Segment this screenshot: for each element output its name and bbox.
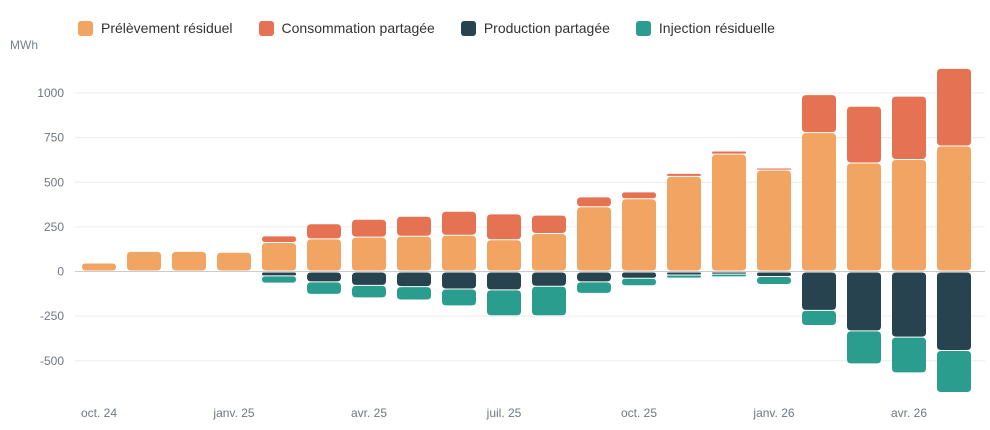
y-tick-label: 500 <box>44 175 64 189</box>
bar-segment-consommation-partag-e[interactable] <box>847 106 881 163</box>
bar-segment-production-partag-e[interactable] <box>352 272 386 285</box>
legend-item-production-partagee[interactable]: Production partagée <box>460 20 610 36</box>
y-tick-label: 750 <box>44 131 64 145</box>
bar-segment-production-partag-e[interactable] <box>802 272 836 310</box>
bar-segment-pr-l-vement-r-siduel[interactable] <box>847 163 881 271</box>
bar-segment-pr-l-vement-r-siduel[interactable] <box>352 237 386 271</box>
bar-segment-pr-l-vement-r-siduel[interactable] <box>487 240 521 271</box>
x-tick-label: oct. 24 <box>81 406 117 420</box>
x-tick-label: janv. 26 <box>752 406 794 420</box>
x-tick-label: juil. 25 <box>486 406 522 420</box>
bar-segment-production-partag-e[interactable] <box>712 272 746 274</box>
chart-legend: Prélèvement résiduel Consommation partag… <box>78 20 775 36</box>
bar-segment-injection-r-siduelle[interactable] <box>892 337 926 373</box>
bar-segment-production-partag-e[interactable] <box>892 272 926 337</box>
bar-segment-injection-r-siduelle[interactable] <box>712 274 746 277</box>
x-tick-label: avr. 25 <box>351 406 387 420</box>
bar-segment-injection-r-siduelle[interactable] <box>352 285 386 298</box>
bar-segment-consommation-partag-e[interactable] <box>712 151 746 154</box>
bar-segment-production-partag-e[interactable] <box>262 272 296 276</box>
bar-segment-pr-l-vement-r-siduel[interactable] <box>532 234 566 271</box>
bar-segment-pr-l-vement-r-siduel[interactable] <box>622 199 656 271</box>
legend-item-injection-residuelle[interactable]: Injection résiduelle <box>635 20 775 36</box>
x-tick-label: janv. 25 <box>212 406 254 420</box>
x-tick-label: avr. 26 <box>891 406 927 420</box>
bar-segment-consommation-partag-e[interactable] <box>397 216 431 236</box>
legend-swatch-icon <box>78 20 93 36</box>
legend-swatch-icon <box>460 20 476 36</box>
bar-segment-injection-r-siduelle[interactable] <box>937 351 971 392</box>
bar-segment-production-partag-e[interactable] <box>667 272 701 275</box>
bar-segment-injection-r-siduelle[interactable] <box>532 286 566 316</box>
bar-segment-production-partag-e[interactable] <box>622 272 656 278</box>
bar-segment-production-partag-e[interactable] <box>487 272 521 290</box>
bar-segment-injection-r-siduelle[interactable] <box>667 275 701 278</box>
legend-label: Injection résiduelle <box>658 20 775 36</box>
bar-segment-injection-r-siduelle[interactable] <box>622 278 656 286</box>
bar-segment-consommation-partag-e[interactable] <box>622 192 656 199</box>
bar-segment-pr-l-vement-r-siduel[interactable] <box>577 207 611 271</box>
bar-segment-pr-l-vement-r-siduel[interactable] <box>667 176 701 271</box>
legend-item-prelevement-residuel[interactable]: Prélèvement résiduel <box>78 20 233 36</box>
bar-segment-production-partag-e[interactable] <box>577 272 611 282</box>
bar-segment-pr-l-vement-r-siduel[interactable] <box>397 236 431 271</box>
bar-segment-production-partag-e[interactable] <box>307 272 341 282</box>
y-tick-label: -250 <box>40 309 64 323</box>
y-tick-label: -500 <box>40 354 64 368</box>
bar-segment-pr-l-vement-r-siduel[interactable] <box>757 170 791 271</box>
bar-segment-injection-r-siduelle[interactable] <box>802 310 836 326</box>
bar-segment-consommation-partag-e[interactable] <box>667 173 701 176</box>
legend-swatch-icon <box>635 20 651 36</box>
bar-segment-production-partag-e[interactable] <box>757 272 791 276</box>
bar-segment-consommation-partag-e[interactable] <box>487 214 521 240</box>
x-tick-label: oct. 25 <box>621 406 657 420</box>
bar-segment-production-partag-e[interactable] <box>847 272 881 331</box>
bar-segment-consommation-partag-e[interactable] <box>937 68 971 146</box>
legend-label: Production partagée <box>483 20 610 36</box>
bar-segment-consommation-partag-e[interactable] <box>757 168 791 170</box>
bar-segment-pr-l-vement-r-siduel[interactable] <box>892 159 926 271</box>
bar-segment-consommation-partag-e[interactable] <box>442 211 476 235</box>
legend-swatch-icon <box>258 20 274 36</box>
bar-segment-pr-l-vement-r-siduel[interactable] <box>442 235 476 271</box>
bar-segment-pr-l-vement-r-siduel[interactable] <box>127 251 161 271</box>
bar-segment-consommation-partag-e[interactable] <box>307 224 341 239</box>
bar-segment-injection-r-siduelle[interactable] <box>442 289 476 306</box>
bar-segment-pr-l-vement-r-siduel[interactable] <box>262 242 296 271</box>
bar-segment-pr-l-vement-r-siduel[interactable] <box>172 251 206 271</box>
bar-segment-production-partag-e[interactable] <box>532 272 566 286</box>
bar-segment-consommation-partag-e[interactable] <box>577 197 611 207</box>
legend-item-consommation-partagee[interactable]: Consommation partagée <box>258 20 435 36</box>
bar-segment-consommation-partag-e[interactable] <box>532 215 566 234</box>
legend-label: Prélèvement résiduel <box>101 20 233 36</box>
bar-segment-pr-l-vement-r-siduel[interactable] <box>217 252 251 271</box>
bar-segment-consommation-partag-e[interactable] <box>802 95 836 133</box>
bar-segment-pr-l-vement-r-siduel[interactable] <box>82 263 116 271</box>
bar-segment-pr-l-vement-r-siduel[interactable] <box>937 146 971 271</box>
bar-segment-injection-r-siduelle[interactable] <box>577 282 611 293</box>
bar-segment-consommation-partag-e[interactable] <box>262 236 296 242</box>
bar-segment-injection-r-siduelle[interactable] <box>262 276 296 283</box>
bar-segment-injection-r-siduelle[interactable] <box>397 287 431 300</box>
y-tick-label: 1000 <box>37 86 64 100</box>
bar-segment-injection-r-siduelle[interactable] <box>487 290 521 316</box>
bar-segment-consommation-partag-e[interactable] <box>352 219 386 237</box>
bar-segment-injection-r-siduelle[interactable] <box>307 282 341 294</box>
bar-segment-production-partag-e[interactable] <box>397 272 431 287</box>
bar-segment-injection-r-siduelle[interactable] <box>757 276 791 284</box>
bar-segment-pr-l-vement-r-siduel[interactable] <box>712 154 746 271</box>
bar-segment-pr-l-vement-r-siduel[interactable] <box>802 133 836 271</box>
bar-segment-pr-l-vement-r-siduel[interactable] <box>307 239 341 271</box>
bar-segment-injection-r-siduelle[interactable] <box>847 331 881 364</box>
legend-label: Consommation partagée <box>281 20 435 36</box>
y-tick-label: 0 <box>57 265 64 279</box>
y-axis-unit-label: MWh <box>10 38 38 52</box>
bar-segment-consommation-partag-e[interactable] <box>892 96 926 159</box>
bar-segment-production-partag-e[interactable] <box>442 272 476 289</box>
bar-segment-production-partag-e[interactable] <box>937 272 971 351</box>
y-tick-label: 250 <box>44 220 64 234</box>
